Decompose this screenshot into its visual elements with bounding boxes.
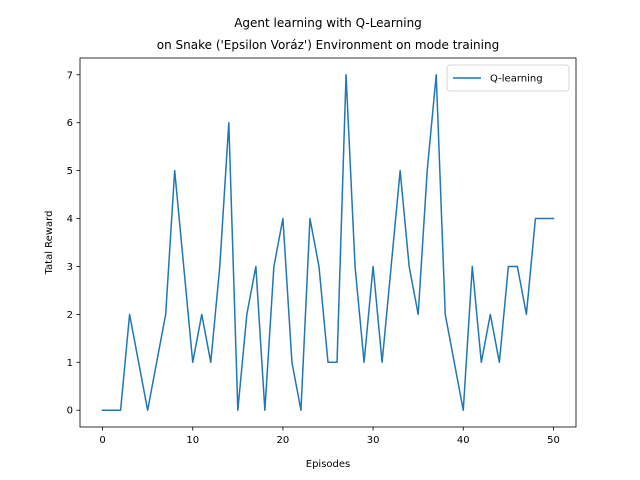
series-line-q-learning (101, 74, 555, 411)
y-tick-label: 7 (67, 70, 73, 81)
y-tick-label: 3 (67, 262, 73, 273)
x-tick-label: 20 (277, 435, 290, 446)
x-tick-label: 0 (99, 435, 105, 446)
x-tick-label: 10 (186, 435, 199, 446)
x-tick-label: 50 (547, 435, 560, 446)
plot-series (101, 74, 555, 411)
y-tick-label: 0 (67, 406, 73, 417)
legend-label: Q-learning (490, 74, 543, 85)
x-tick-label: 40 (457, 435, 470, 446)
y-tick-label: 4 (67, 214, 73, 225)
x-tick-label: 30 (367, 435, 380, 446)
x-axis-ticks: 0 10 20 30 40 50 (99, 427, 560, 446)
plot-area-frame (79, 57, 577, 428)
chart-title-line-2: on Snake ('Epsilon Voráz') Environment o… (157, 38, 499, 52)
legend: Q-learning (446, 64, 570, 92)
y-tick-label: 6 (67, 118, 73, 129)
y-axis-ticks: 0 1 2 3 4 5 6 7 (67, 70, 80, 417)
chart-title-line-1: Agent learning with Q-Learning (234, 16, 422, 30)
y-tick-label: 1 (67, 358, 73, 369)
y-tick-label: 2 (67, 310, 73, 321)
y-tick-label: 5 (67, 166, 73, 177)
x-axis-label: Episodes (306, 459, 350, 470)
legend-box (446, 64, 570, 92)
y-axis-label: Tatal Reward (44, 211, 55, 276)
